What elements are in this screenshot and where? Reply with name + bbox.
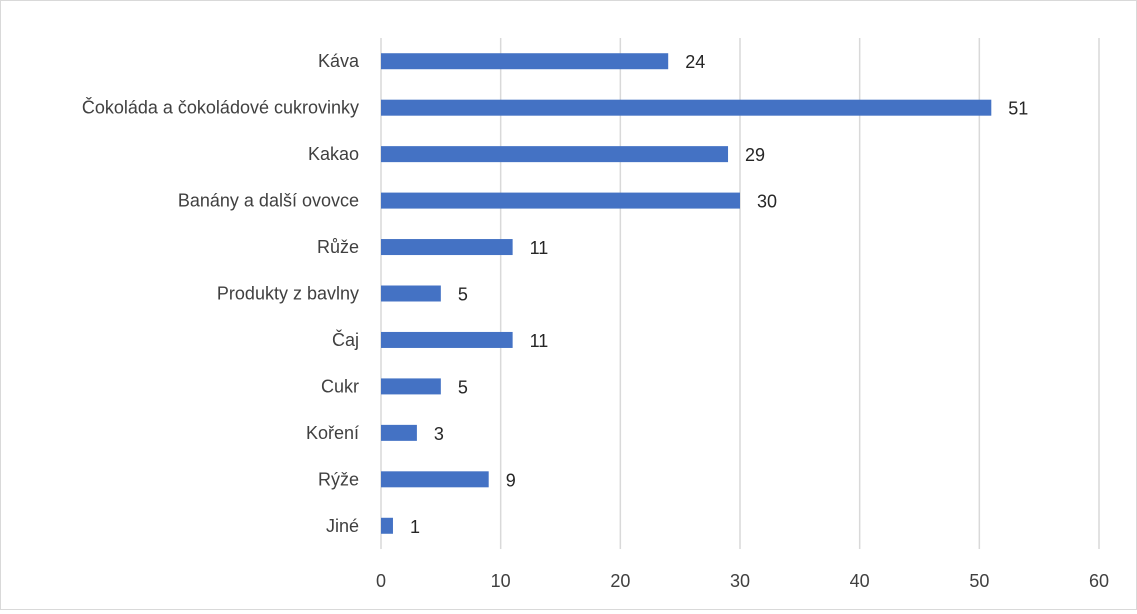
data-label: 5 <box>458 285 468 305</box>
data-label: 30 <box>757 192 777 212</box>
category-label: Čokoláda a čokoládové cukrovinky <box>82 97 359 118</box>
bar <box>381 192 740 209</box>
bars <box>381 53 992 534</box>
data-label: 24 <box>685 52 705 72</box>
bar <box>381 424 417 441</box>
category-label: Káva <box>318 51 360 71</box>
x-axis-ticks: 0 10 20 30 40 50 60 <box>376 571 1109 591</box>
category-label: Čaj <box>332 329 359 350</box>
data-label: 3 <box>434 424 444 444</box>
data-label: 11 <box>530 331 549 351</box>
data-label: 9 <box>506 470 516 490</box>
bar <box>381 285 441 302</box>
data-label: 5 <box>458 377 468 397</box>
category-label: Banány a další ovovce <box>178 191 359 211</box>
bar <box>381 517 393 534</box>
x-tick-label: 10 <box>491 571 511 591</box>
bar <box>381 239 513 256</box>
data-label: 11 <box>530 238 549 258</box>
bar <box>381 53 669 70</box>
x-tick-label: 0 <box>376 571 386 591</box>
category-label: Růže <box>317 237 359 257</box>
category-label: Produkty z bavlny <box>217 284 359 304</box>
category-label: Jiné <box>326 516 359 536</box>
data-label: 29 <box>745 145 765 165</box>
category-label: Cukr <box>321 376 359 396</box>
bar <box>381 378 441 395</box>
x-tick-label: 40 <box>850 571 870 591</box>
category-label: Kakao <box>308 144 359 164</box>
data-label: 1 <box>410 517 420 537</box>
x-tick-label: 60 <box>1089 571 1109 591</box>
category-labels: Káva Čokoláda a čokoládové cukrovinky Kaka… <box>82 51 360 536</box>
gridlines <box>380 38 1100 549</box>
bar <box>381 99 992 116</box>
bar <box>381 471 489 488</box>
x-tick-label: 50 <box>969 571 989 591</box>
x-tick-label: 30 <box>730 571 750 591</box>
data-label: 51 <box>1008 99 1028 119</box>
x-tick-label: 20 <box>610 571 630 591</box>
data-labels: 24 51 29 30 11 5 11 5 3 9 1 <box>410 52 1028 537</box>
bar <box>381 146 729 163</box>
category-label: Koření <box>306 423 359 443</box>
bar <box>381 331 513 348</box>
category-label: Rýže <box>318 469 359 489</box>
